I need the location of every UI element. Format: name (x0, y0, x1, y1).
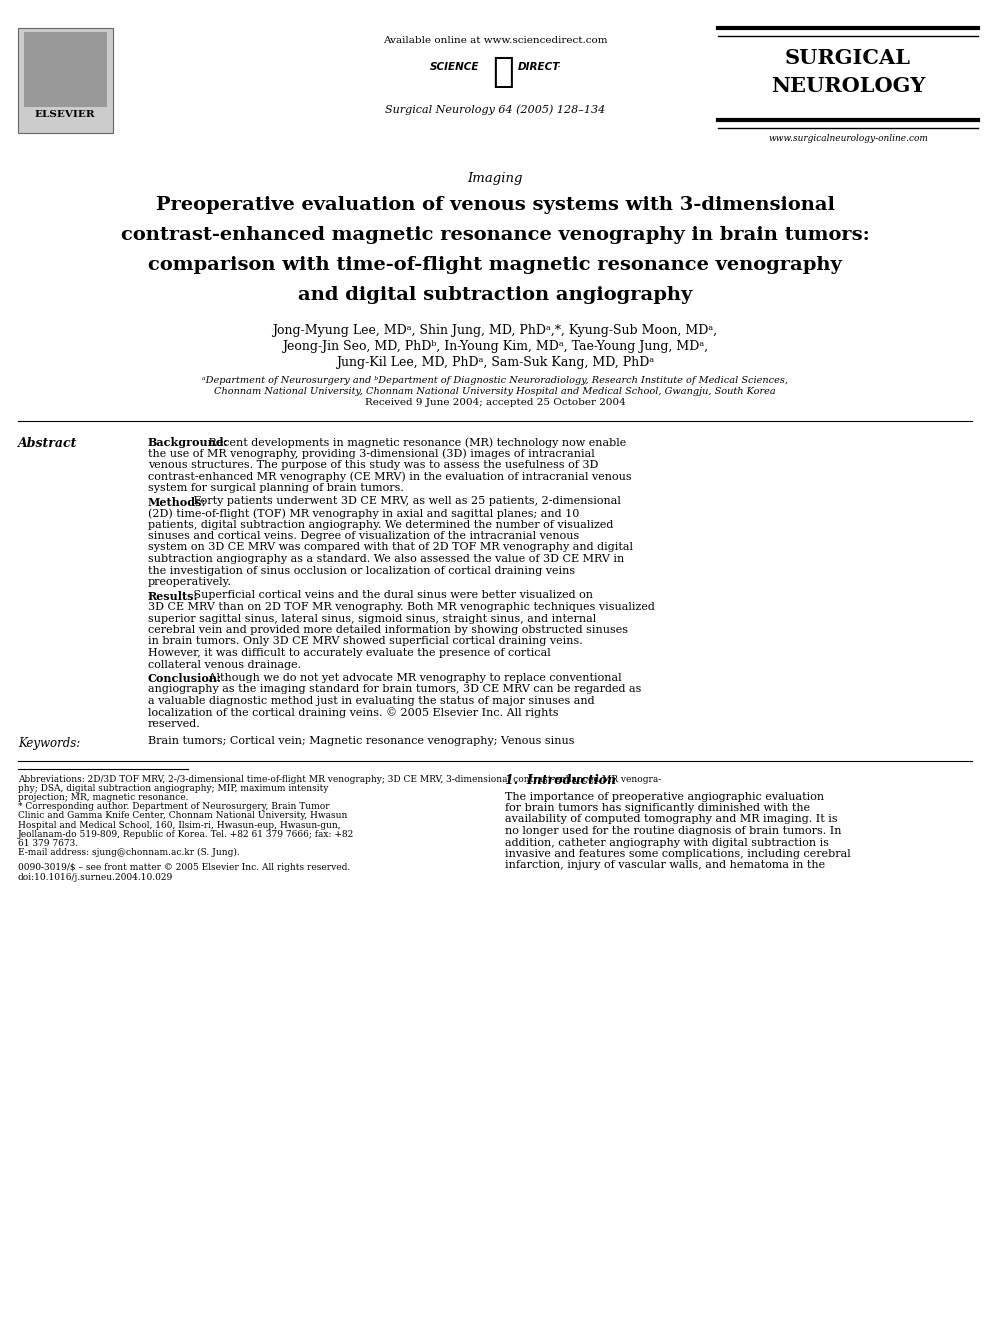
Text: www.surgicalneurology-online.com: www.surgicalneurology-online.com (768, 135, 928, 143)
Text: projection; MR, magnetic resonance.: projection; MR, magnetic resonance. (18, 793, 188, 803)
Text: Preoperative evaluation of venous systems with 3-dimensional: Preoperative evaluation of venous system… (155, 195, 835, 214)
Text: 3D CE MRV than on 2D TOF MR venography. Both MR venographic techniques visualize: 3D CE MRV than on 2D TOF MR venography. … (148, 602, 654, 612)
Text: ⓐ: ⓐ (492, 55, 514, 88)
Text: * Corresponding author. Department of Neurosurgery, Brain Tumor: * Corresponding author. Department of Ne… (18, 803, 330, 810)
Text: and digital subtraction angiography: and digital subtraction angiography (298, 286, 692, 304)
Text: superior sagittal sinus, lateral sinus, sigmoid sinus, straight sinus, and inter: superior sagittal sinus, lateral sinus, … (148, 614, 596, 623)
Text: Chonnam National University, Chonnam National University Hospital and Medical Sc: Chonnam National University, Chonnam Nat… (214, 387, 776, 396)
Text: availability of computed tomography and MR imaging. It is: availability of computed tomography and … (505, 814, 838, 825)
Text: Jong-Myung Lee, MDᵃ, Shin Jung, MD, PhDᵃ,*, Kyung-Sub Moon, MDᵃ,: Jong-Myung Lee, MDᵃ, Shin Jung, MD, PhDᵃ… (272, 323, 718, 337)
Text: comparison with time-of-flight magnetic resonance venography: comparison with time-of-flight magnetic … (148, 256, 842, 275)
Text: angiography as the imaging standard for brain tumors, 3D CE MRV can be regarded : angiography as the imaging standard for … (148, 685, 642, 694)
Text: Background:: Background: (148, 437, 229, 447)
Text: Although we do not yet advocate MR venography to replace conventional: Although we do not yet advocate MR venog… (205, 673, 622, 682)
Bar (24, 32, 107, 107)
Text: preoperatively.: preoperatively. (148, 577, 232, 587)
Text: system on 3D CE MRV was compared with that of 2D TOF MR venography and digital: system on 3D CE MRV was compared with th… (148, 543, 633, 553)
Bar (18, 28, 113, 133)
Text: Received 9 June 2004; accepted 25 October 2004: Received 9 June 2004; accepted 25 Octobe… (364, 399, 626, 407)
Text: patients, digital subtraction angiography. We determined the number of visualize: patients, digital subtraction angiograph… (148, 520, 614, 529)
Text: Methods:: Methods: (148, 496, 207, 507)
Text: Superficial cortical veins and the dural sinus were better visualized on: Superficial cortical veins and the dural… (190, 590, 593, 601)
Text: Abbreviations: 2D/3D TOF MRV, 2-/3-dimensional time-of-flight MR venography; 3D : Abbreviations: 2D/3D TOF MRV, 2-/3-dimen… (18, 775, 661, 784)
Text: SURGICAL: SURGICAL (785, 48, 911, 69)
Text: Hospital and Medical School, 160, Ilsim-ri, Hwasun-eup, Hwasun-gun,: Hospital and Medical School, 160, Ilsim-… (18, 821, 341, 829)
Text: invasive and features some complications, including cerebral: invasive and features some complications… (505, 849, 850, 859)
Text: sinuses and cortical veins. Degree of visualization of the intracranial venous: sinuses and cortical veins. Degree of vi… (148, 531, 579, 541)
Text: phy; DSA, digital subtraction angiography; MIP, maximum intensity: phy; DSA, digital subtraction angiograph… (18, 784, 329, 793)
Text: cerebral vein and provided more detailed information by showing obstructed sinus: cerebral vein and provided more detailed… (148, 624, 628, 635)
Text: collateral venous drainage.: collateral venous drainage. (148, 660, 301, 669)
Text: for brain tumors has significantly diminished with the: for brain tumors has significantly dimin… (505, 803, 810, 813)
Text: Surgical Neurology 64 (2005) 128–134: Surgical Neurology 64 (2005) 128–134 (385, 104, 605, 115)
Text: the investigation of sinus occlusion or localization of cortical draining veins: the investigation of sinus occlusion or … (148, 565, 575, 576)
Text: contrast-enhanced MR venography (CE MRV) in the evaluation of intracranial venou: contrast-enhanced MR venography (CE MRV)… (148, 471, 632, 482)
Text: addition, catheter angiography with digital subtraction is: addition, catheter angiography with digi… (505, 837, 829, 847)
Text: ELSEVIER: ELSEVIER (35, 110, 95, 119)
Text: reserved.: reserved. (148, 719, 201, 729)
Text: (2D) time-of-flight (TOF) MR venography in axial and sagittal planes; and 10: (2D) time-of-flight (TOF) MR venography … (148, 508, 579, 519)
Text: doi:10.1016/j.surneu.2004.10.029: doi:10.1016/j.surneu.2004.10.029 (18, 873, 173, 882)
Text: infarction, injury of vascular walls, and hematoma in the: infarction, injury of vascular walls, an… (505, 861, 825, 870)
Text: venous structures. The purpose of this study was to assess the usefulness of 3D: venous structures. The purpose of this s… (148, 459, 598, 470)
Text: Forty patients underwent 3D CE MRV, as well as 25 patients, 2-dimensional: Forty patients underwent 3D CE MRV, as w… (190, 496, 621, 507)
Text: Imaging: Imaging (467, 172, 523, 185)
Text: ·: · (557, 61, 561, 74)
Text: Jeong-Jin Seo, MD, PhDᵇ, In-Young Kim, MDᵃ, Tae-Young Jung, MDᵃ,: Jeong-Jin Seo, MD, PhDᵇ, In-Young Kim, M… (282, 341, 708, 352)
Text: a valuable diagnostic method just in evaluating the status of major sinuses and: a valuable diagnostic method just in eva… (148, 696, 595, 706)
Text: no longer used for the routine diagnosis of brain tumors. In: no longer used for the routine diagnosis… (505, 826, 842, 836)
Text: Conclusion:: Conclusion: (148, 673, 222, 684)
Text: 1.  Introduction: 1. Introduction (505, 775, 616, 788)
Text: Results:: Results: (148, 590, 199, 602)
Text: Keywords:: Keywords: (18, 737, 80, 750)
Text: subtraction angiography as a standard. We also assessed the value of 3D CE MRV i: subtraction angiography as a standard. W… (148, 554, 625, 564)
Text: 61 379 7673.: 61 379 7673. (18, 840, 78, 847)
Text: NEUROLOGY: NEUROLOGY (771, 77, 926, 96)
Text: ᵃDepartment of Neurosurgery and ᵇDepartment of Diagnostic Neuroradiology, Resear: ᵃDepartment of Neurosurgery and ᵇDepartm… (202, 376, 788, 385)
Text: Brain tumors; Cortical vein; Magnetic resonance venography; Venous sinus: Brain tumors; Cortical vein; Magnetic re… (148, 737, 574, 747)
Text: in brain tumors. Only 3D CE MRV showed superficial cortical draining veins.: in brain tumors. Only 3D CE MRV showed s… (148, 636, 583, 647)
Text: DIRECT: DIRECT (518, 62, 560, 73)
Text: the use of MR venography, providing 3-dimensional (3D) images of intracranial: the use of MR venography, providing 3-di… (148, 449, 595, 459)
Text: Available online at www.sciencedirect.com: Available online at www.sciencedirect.co… (383, 36, 607, 45)
Text: SCIENCE: SCIENCE (430, 62, 479, 73)
Text: E-mail address: sjung@chonnam.ac.kr (S. Jung).: E-mail address: sjung@chonnam.ac.kr (S. … (18, 849, 240, 857)
Text: Jeollanam-do 519-809, Republic of Korea. Tel. +82 61 379 7666; fax: +82: Jeollanam-do 519-809, Republic of Korea.… (18, 830, 354, 838)
Text: Recent developments in magnetic resonance (MR) technology now enable: Recent developments in magnetic resonanc… (205, 437, 627, 447)
Text: Abstract: Abstract (18, 437, 77, 450)
Text: contrast-enhanced magnetic resonance venography in brain tumors:: contrast-enhanced magnetic resonance ven… (121, 226, 869, 244)
Text: system for surgical planning of brain tumors.: system for surgical planning of brain tu… (148, 483, 404, 492)
Text: However, it was difficult to accurately evaluate the presence of cortical: However, it was difficult to accurately … (148, 648, 550, 657)
Text: The importance of preoperative angiographic evaluation: The importance of preoperative angiograp… (505, 792, 824, 801)
Text: localization of the cortical draining veins. © 2005 Elsevier Inc. All rights: localization of the cortical draining ve… (148, 708, 558, 718)
Text: Clinic and Gamma Knife Center, Chonnam National University, Hwasun: Clinic and Gamma Knife Center, Chonnam N… (18, 812, 347, 820)
Text: 0090-3019/$ – see front matter © 2005 Elsevier Inc. All rights reserved.: 0090-3019/$ – see front matter © 2005 El… (18, 863, 350, 873)
Text: Jung-Kil Lee, MD, PhDᵃ, Sam-Suk Kang, MD, PhDᵃ: Jung-Kil Lee, MD, PhDᵃ, Sam-Suk Kang, MD… (336, 356, 654, 370)
